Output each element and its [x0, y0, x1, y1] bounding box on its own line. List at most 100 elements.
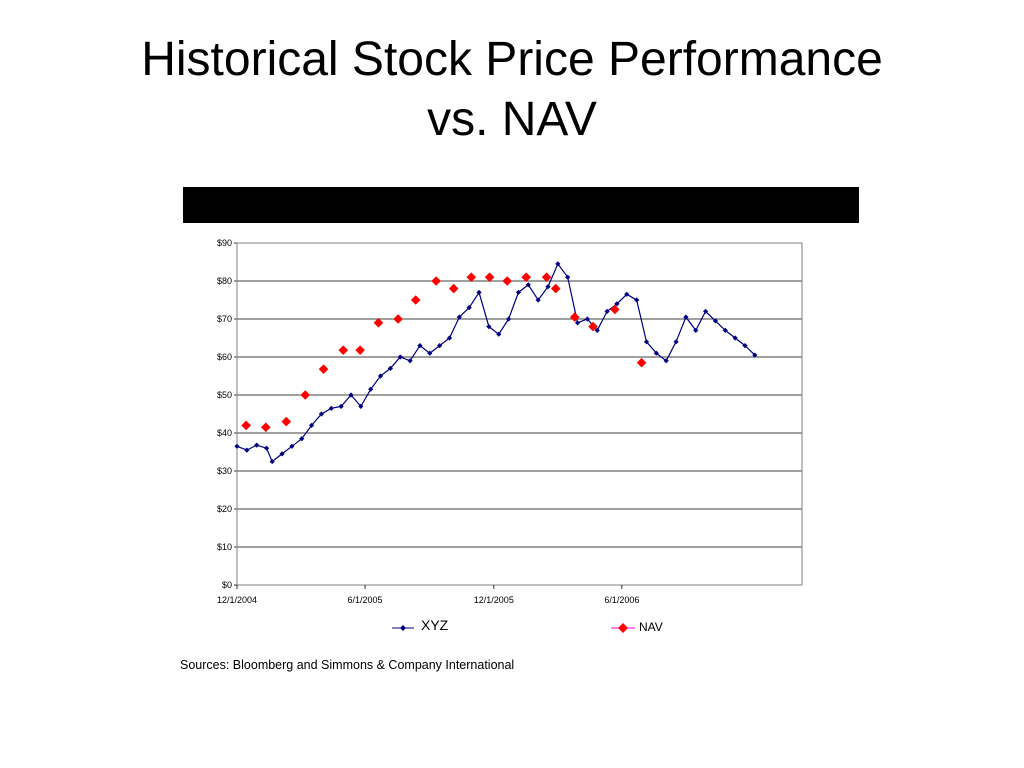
- data-point-xyz-25: [476, 289, 482, 295]
- data-point-xyz-7: [299, 436, 305, 442]
- data-point-xyz-42: [643, 339, 650, 345]
- data-point-xyz-53: [752, 352, 758, 358]
- data-point-nav-18: [569, 312, 580, 322]
- data-point-xyz-48: [703, 308, 709, 314]
- data-point-xyz-43: [653, 350, 659, 356]
- data-point-xyz-24: [466, 305, 472, 311]
- legend-item-xyz: XYZ: [390, 616, 470, 638]
- data-point-xyz-44: [663, 358, 669, 364]
- data-point-xyz-31: [535, 297, 541, 303]
- data-point-xyz-36: [584, 316, 590, 322]
- data-point-xyz-12: [348, 392, 354, 398]
- data-point-xyz-38: [604, 308, 610, 314]
- data-point-xyz-47: [693, 327, 699, 333]
- data-point-xyz-37: [594, 327, 600, 333]
- data-point-xyz-2: [254, 442, 260, 448]
- data-point-xyz-8: [308, 422, 315, 428]
- data-point-xyz-14: [368, 386, 374, 392]
- data-point-xyz-40: [624, 291, 630, 297]
- data-point-xyz-18: [407, 358, 413, 364]
- data-point-xyz-15: [377, 373, 384, 379]
- data-point-nav-7: [373, 318, 384, 328]
- x-tick-label-2: 12/1/2005: [474, 595, 514, 605]
- title-line-1: Historical Stock Price Performance: [141, 33, 883, 86]
- y-tick-label-5: $50: [217, 390, 232, 400]
- data-point-xyz-17: [397, 354, 403, 360]
- data-point-nav-13: [484, 272, 495, 282]
- data-point-xyz-13: [358, 403, 364, 409]
- data-point-xyz-16: [387, 365, 393, 371]
- y-tick-label-3: $30: [217, 466, 232, 476]
- data-point-xyz-26: [486, 324, 492, 330]
- data-point-nav-6: [355, 345, 365, 355]
- x-tick-label-0: 12/1/2004: [217, 595, 257, 605]
- data-point-xyz-5: [279, 451, 285, 457]
- y-tick-label-8: $80: [217, 276, 232, 286]
- legend-marker-nav: [611, 623, 635, 633]
- data-point-xyz-49: [712, 318, 719, 324]
- header-bar: [183, 187, 859, 223]
- data-point-nav-12: [466, 272, 477, 282]
- data-point-xyz-21: [437, 343, 443, 349]
- data-point-nav-21: [636, 357, 647, 368]
- data-point-nav-0: [241, 420, 251, 431]
- data-point-xyz-1: [244, 447, 250, 453]
- y-tick-label-1: $10: [217, 542, 232, 552]
- series-line-xyz: [236, 262, 756, 463]
- data-point-nav-2: [281, 416, 292, 427]
- plot-frame: [236, 242, 803, 586]
- sources-note: Sources: Bloomberg and Simmons & Company…: [180, 658, 515, 672]
- title-line-2: vs. NAV: [427, 93, 597, 146]
- data-point-xyz-28: [505, 316, 512, 322]
- y-tick-label-4: $40: [217, 428, 232, 438]
- data-point-nav-14: [502, 276, 512, 286]
- data-point-nav-10: [431, 276, 441, 286]
- data-point-xyz-10: [328, 405, 334, 411]
- data-point-nav-8: [393, 314, 403, 324]
- data-point-nav-20: [610, 304, 620, 315]
- data-point-xyz-4: [269, 458, 275, 465]
- data-point-xyz-0: [234, 443, 240, 449]
- y-tick-label-9: $90: [217, 238, 232, 248]
- data-point-xyz-39: [614, 301, 620, 307]
- data-point-nav-19: [588, 321, 598, 332]
- data-point-nav-9: [410, 295, 421, 305]
- data-point-nav-17: [550, 283, 561, 294]
- data-point-xyz-22: [446, 335, 453, 341]
- data-point-nav-3: [300, 390, 311, 400]
- legend-label-nav: NAV: [639, 620, 663, 634]
- data-point-xyz-27: [496, 331, 502, 337]
- data-point-xyz-19: [417, 343, 423, 349]
- legend-label-xyz: XYZ: [421, 617, 449, 633]
- data-point-xyz-3: [263, 445, 270, 451]
- data-point-xyz-46: [683, 314, 689, 320]
- data-point-xyz-20: [427, 350, 433, 356]
- y-tick-label-2: $20: [217, 504, 232, 514]
- data-point-xyz-52: [742, 343, 748, 349]
- y-tick-label-7: $70: [217, 314, 232, 324]
- data-point-xyz-33: [555, 261, 561, 267]
- data-point-xyz-34: [565, 274, 571, 280]
- x-tick-label-3: 6/1/2006: [604, 595, 639, 605]
- data-point-xyz-51: [732, 335, 738, 341]
- data-point-xyz-11: [338, 403, 344, 409]
- data-point-xyz-35: [574, 320, 581, 326]
- data-point-xyz-6: [289, 443, 295, 449]
- x-tick-label-1: 6/1/2005: [348, 595, 383, 605]
- data-point-nav-15: [521, 272, 531, 282]
- slide-title: Historical Stock Price Performance vs. N…: [0, 30, 1024, 150]
- data-point-xyz-23: [456, 314, 462, 320]
- y-tick-label-0: $0: [222, 580, 232, 590]
- data-point-xyz-41: [634, 297, 640, 303]
- data-point-nav-11: [448, 283, 459, 294]
- data-point-xyz-30: [525, 282, 531, 288]
- data-point-nav-16: [541, 272, 552, 282]
- data-point-nav-1: [261, 422, 271, 433]
- legend-item-nav: NAV: [609, 616, 689, 638]
- data-point-nav-4: [318, 364, 329, 374]
- y-tick-label-6: $60: [217, 352, 232, 362]
- data-point-nav-5: [338, 345, 349, 355]
- data-point-xyz-9: [318, 411, 325, 417]
- data-point-xyz-29: [515, 289, 522, 295]
